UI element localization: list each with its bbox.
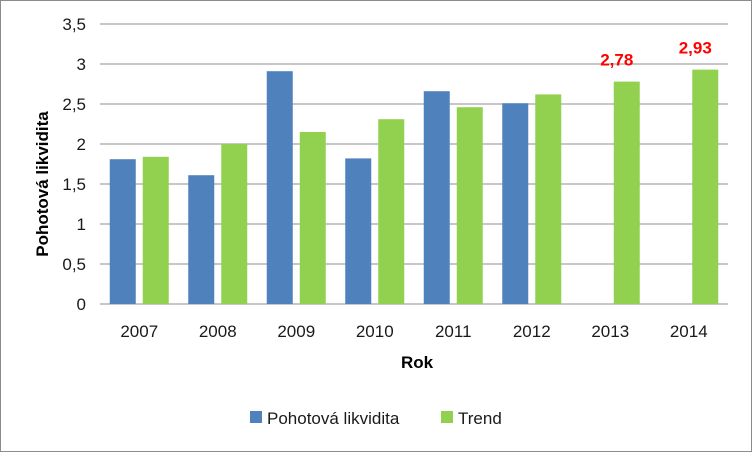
y-tick-label: 0,5 [62, 255, 86, 274]
y-tick-label: 2,5 [62, 95, 86, 114]
bar-trend-2011 [456, 107, 483, 304]
bar-pohotova-likvidita-2011 [423, 91, 450, 304]
legend-swatch [250, 411, 262, 423]
bar-pohotova-likvidita-2008 [188, 175, 215, 304]
bar-trend-2013 [613, 81, 640, 304]
legend-label: Pohotová likvidita [267, 409, 400, 428]
bars [109, 69, 719, 305]
x-tick-label: 2008 [199, 322, 237, 341]
bar-pohotova-likvidita-2007 [109, 159, 136, 304]
x-tick-label: 2013 [591, 322, 629, 341]
y-tick-label: 2 [77, 135, 86, 154]
y-tick-label: 3 [77, 55, 86, 74]
x-tick-label: 2011 [435, 322, 472, 341]
bar-trend-2010 [378, 119, 405, 304]
y-tick-label: 3,5 [62, 15, 86, 34]
data-label: 2,78 [600, 51, 633, 70]
y-tick-label: 1 [77, 215, 86, 234]
legend-label: Trend [458, 409, 502, 428]
y-axis-ticks: 0 0,5 1 1,5 2 2,5 3 3,5 [62, 15, 86, 314]
x-tick-label: 2007 [120, 322, 158, 341]
x-tick-label: 2012 [513, 322, 551, 341]
data-label: 2,93 [679, 39, 712, 58]
bar-pohotova-likvidita-2012 [502, 103, 529, 304]
bar-trend-2014 [692, 69, 719, 304]
legend-swatch [441, 411, 453, 423]
x-tick-label: 2010 [356, 322, 394, 341]
bar-pohotova-likvidita-2009 [266, 71, 293, 304]
bar-trend-2009 [299, 132, 326, 304]
y-tick-label: 1,5 [62, 175, 86, 194]
x-tick-label: 2009 [277, 322, 315, 341]
x-axis-ticks: 2007 2008 2009 2010 2011 2012 2013 2014 [120, 322, 707, 341]
data-labels: 2,78 2,93 [600, 39, 712, 70]
x-tick-label: 2014 [670, 322, 708, 341]
bar-trend-2008 [221, 144, 248, 304]
y-tick-label: 0 [77, 295, 86, 314]
bar-trend-2012 [535, 94, 562, 305]
y-axis-title: Pohotová likvidita [33, 111, 52, 257]
bar-trend-2007 [142, 156, 169, 304]
legend: Pohotová likvidita Trend [250, 409, 502, 428]
bar-pohotova-likvidita-2010 [345, 158, 372, 304]
x-axis-title: Rok [401, 353, 434, 372]
